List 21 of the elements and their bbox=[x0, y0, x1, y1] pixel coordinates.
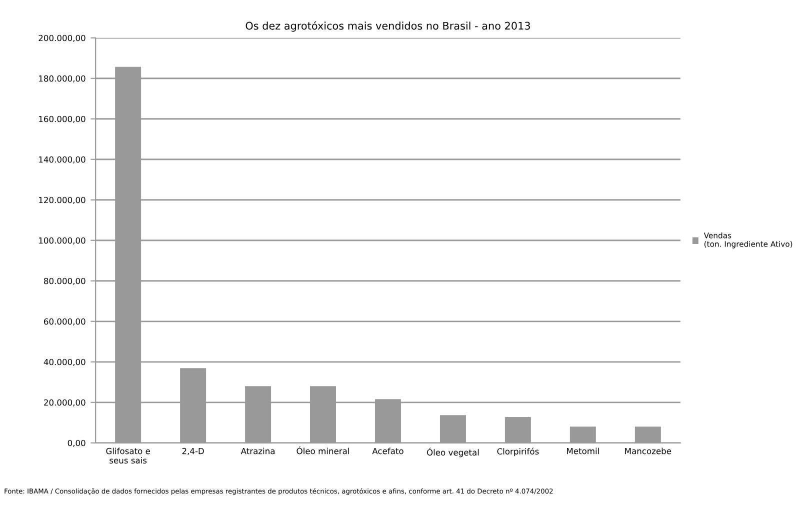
x-tick-label: Metomil bbox=[567, 448, 599, 454]
x-tick-label: Óleo mineral bbox=[296, 446, 349, 454]
y-tick-label: 100.000,00 bbox=[39, 237, 86, 245]
x-tick-label: Atrazina bbox=[240, 448, 274, 454]
chart-title: Os dez agrotóxicos mais vendidos no Brasil - ano 2013 bbox=[246, 21, 530, 32]
x-tick-label: Acefato bbox=[372, 448, 404, 454]
y-tick-label: 0,00 bbox=[68, 440, 86, 448]
y-tick-label: 60.000,00 bbox=[44, 318, 86, 326]
x-tick-label: Óleo vegetal bbox=[426, 448, 479, 458]
x-tick-label: 2,4-D bbox=[182, 448, 204, 456]
y-tick-label: 20.000,00 bbox=[44, 399, 86, 407]
y-tick-label: 200.000,00 bbox=[38, 34, 86, 42]
y-tick-label: 140.000,00 bbox=[39, 156, 86, 164]
y-tick-label: 160.000,00 bbox=[39, 116, 86, 124]
x-tick-label: Mancozebe bbox=[625, 448, 672, 454]
y-tick-label: 40.000,00 bbox=[44, 358, 86, 366]
y-tick-label: 120.000,00 bbox=[39, 196, 86, 204]
y-tick-label: 180.000,00 bbox=[39, 75, 86, 83]
x-tick-label: Clorpirifós bbox=[497, 448, 539, 456]
x-tick-label: Glifosato e seus sais bbox=[106, 448, 150, 464]
y-tick-label: 80.000,00 bbox=[44, 278, 86, 286]
